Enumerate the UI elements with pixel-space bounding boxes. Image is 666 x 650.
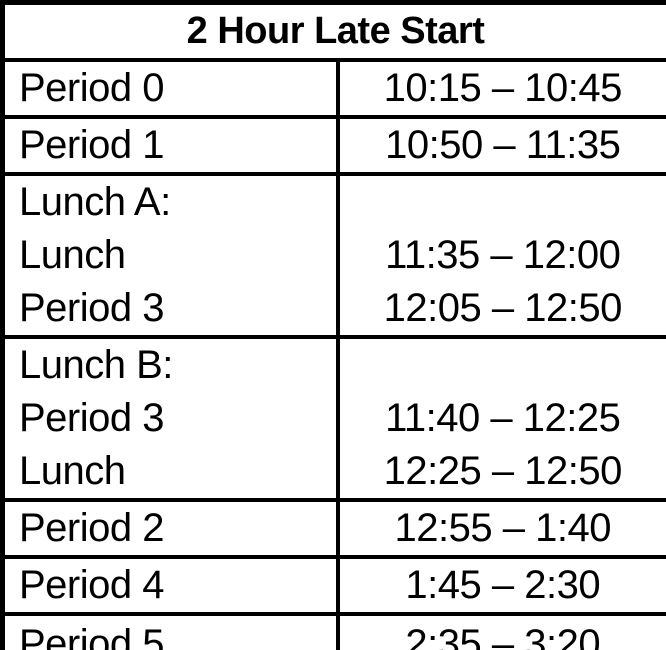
- time-range-cell: 12:55 – 1:40: [335, 497, 666, 559]
- time-range: 2:35 – 3:20: [405, 621, 601, 650]
- time-range-cell: 11:35 – 12:00 12:05 – 12:50: [335, 171, 666, 339]
- period-label: Period 2: [19, 505, 164, 550]
- time-range-cell: 10:50 – 11:35: [335, 114, 666, 176]
- period-label: Period 5: [19, 621, 164, 650]
- time-range-cell: 10:15 – 10:45: [335, 57, 666, 119]
- period-label-cell: Lunch B: Period 3 Lunch: [0, 334, 340, 502]
- time-range: 1:45 – 2:30: [405, 562, 601, 607]
- period-label-cell: Period 4: [0, 554, 340, 616]
- table-row: Period 1 10:50 – 11:35: [0, 114, 666, 176]
- table-header-row: 2 Hour Late Start: [0, 0, 666, 62]
- period-label: Lunch: [19, 232, 126, 277]
- period-label-cell: Period 5: [0, 611, 340, 650]
- period-label-cell: Period 1: [0, 114, 340, 176]
- period-label: Period 0: [19, 65, 164, 110]
- time-range: [340, 176, 666, 229]
- table-row: Period 2 12:55 – 1:40: [0, 497, 666, 559]
- table-row-lunch-b: Lunch B: Period 3 Lunch 11:40 – 12:25 12…: [0, 334, 666, 502]
- time-range: 10:50 – 11:35: [385, 122, 621, 167]
- period-label: Lunch A:: [19, 179, 171, 224]
- time-range-cell: 11:40 – 12:25 12:25 – 12:50: [335, 334, 666, 502]
- period-label: Period 3: [19, 395, 164, 440]
- time-range-cell: 2:35 – 3:20: [335, 611, 666, 650]
- time-range: 12:25 – 12:50: [383, 448, 623, 493]
- period-label-cell: Period 0: [0, 57, 340, 119]
- period-label-cell: Lunch A: Lunch Period 3: [0, 171, 340, 339]
- table-title: 2 Hour Late Start: [0, 0, 666, 62]
- period-label: Period 3: [19, 285, 164, 330]
- period-label: Period 4: [19, 562, 164, 607]
- period-label: Lunch B:: [19, 342, 173, 387]
- period-label: Lunch: [19, 448, 126, 493]
- time-range: 10:15 – 10:45: [383, 65, 623, 110]
- table-row: Period 0 10:15 – 10:45: [0, 57, 666, 119]
- time-range: 11:40 – 12:25: [385, 395, 621, 440]
- period-label: Period 1: [19, 122, 164, 167]
- table-row: Period 4 1:45 – 2:30: [0, 554, 666, 616]
- time-range: 11:35 – 12:00: [385, 232, 621, 277]
- period-label-cell: Period 2: [0, 497, 340, 559]
- time-range: 12:05 – 12:50: [383, 285, 623, 330]
- time-range-cell: 1:45 – 2:30: [335, 554, 666, 616]
- time-range: 12:55 – 1:40: [394, 505, 612, 550]
- table-row: Period 5 2:35 – 3:20: [0, 611, 666, 650]
- table-row-lunch-a: Lunch A: Lunch Period 3 11:35 – 12:00 12…: [0, 171, 666, 339]
- time-range: [340, 339, 666, 392]
